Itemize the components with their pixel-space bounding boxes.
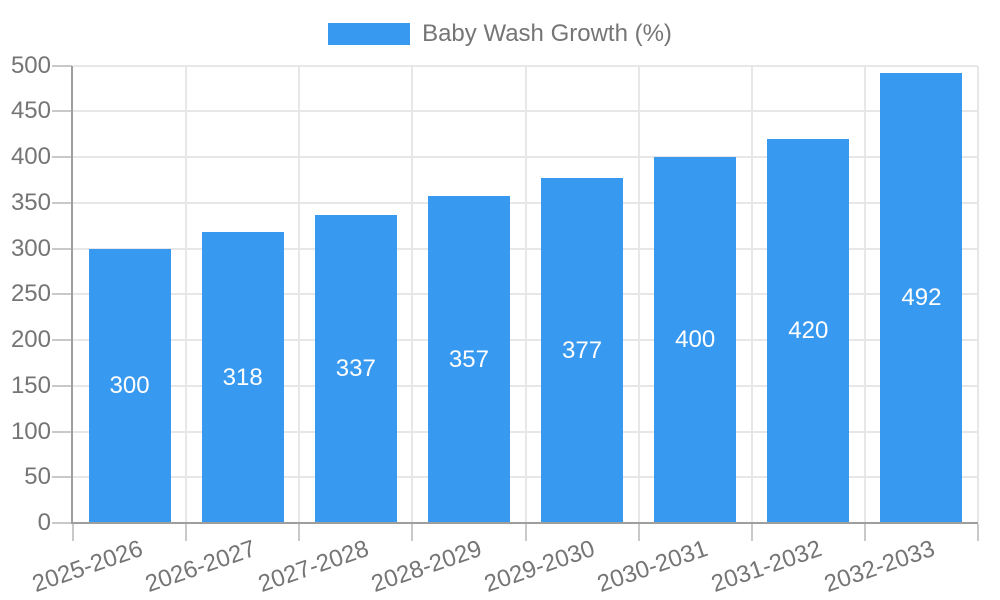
x-axis-line	[71, 522, 978, 524]
x-axis-tick	[72, 524, 74, 541]
x-tick-label: 2029-2030	[481, 535, 599, 598]
y-tick-label: 200	[10, 326, 51, 353]
gridline	[977, 65, 979, 523]
y-tick-label: 50	[24, 463, 51, 491]
bar-value-label: 377	[562, 336, 603, 364]
x-axis-tick	[298, 524, 301, 541]
y-axis-tick	[52, 201, 72, 204]
x-tick-label: 2028-2029	[368, 535, 486, 598]
x-tick-label: 2027-2028	[254, 535, 373, 598]
legend: Baby Wash Growth (%)	[0, 20, 1000, 48]
bar-value-label: 318	[222, 363, 263, 391]
y-axis-tick	[52, 522, 72, 524]
bar[interactable]	[88, 248, 171, 523]
y-axis-tick	[52, 110, 72, 113]
x-axis-tick	[411, 524, 414, 541]
legend-label: Baby Wash Growth (%)	[422, 20, 672, 47]
y-axis-tick	[52, 339, 72, 341]
y-tick-label: 100	[10, 417, 51, 445]
bar[interactable]	[427, 196, 510, 523]
y-axis-tick	[52, 384, 72, 387]
bar-value-label: 400	[675, 326, 716, 353]
y-tick-label: 500	[10, 51, 51, 79]
y-tick-label: 150	[10, 371, 51, 399]
bar[interactable]	[767, 138, 850, 523]
bar[interactable]	[201, 232, 284, 523]
legend-swatch-icon	[328, 23, 411, 45]
bar[interactable]	[314, 214, 397, 523]
x-tick-label: 2031-2032	[707, 535, 825, 598]
y-axis-tick	[52, 476, 72, 479]
x-axis-tick	[750, 524, 753, 541]
y-tick-label: 350	[10, 188, 51, 216]
y-axis-line	[71, 65, 73, 523]
y-tick-label: 450	[10, 97, 51, 125]
bar-value-label: 420	[788, 316, 829, 344]
x-tick-label: 2032-2033	[820, 535, 938, 598]
legend-item[interactable]: Baby Wash Growth (%)	[328, 20, 672, 48]
gridline	[637, 65, 640, 523]
y-tick-label: 250	[10, 280, 51, 308]
bar[interactable]	[880, 72, 963, 523]
x-axis-tick	[863, 524, 866, 541]
y-tick-label: 300	[10, 234, 51, 262]
gridline	[298, 65, 301, 523]
gridline	[411, 65, 414, 523]
x-axis-tick	[185, 524, 188, 541]
bar-value-label: 492	[901, 283, 942, 311]
y-axis-tick	[52, 64, 72, 67]
x-axis-tick	[524, 524, 527, 541]
bar-value-label: 300	[109, 371, 150, 399]
bar[interactable]	[541, 178, 624, 523]
gridline	[750, 65, 753, 523]
bar-value-label: 337	[335, 354, 376, 382]
x-tick-label: 2026-2027	[141, 535, 260, 598]
gridline	[524, 65, 527, 523]
y-axis-tick	[52, 293, 72, 296]
gridline	[185, 65, 188, 523]
gridline	[863, 65, 866, 523]
y-axis-tick	[52, 430, 72, 433]
y-tick-label: 0	[37, 509, 51, 536]
x-tick-label: 2025-2026	[28, 535, 147, 598]
x-tick-label: 2030-2031	[594, 535, 712, 598]
bar[interactable]	[654, 157, 737, 523]
y-axis-tick	[52, 156, 72, 158]
y-axis-tick	[52, 247, 72, 250]
x-axis-tick	[977, 524, 979, 541]
bar-value-label: 357	[448, 345, 489, 373]
x-axis-tick	[637, 524, 640, 541]
y-tick-label: 400	[10, 143, 51, 170]
